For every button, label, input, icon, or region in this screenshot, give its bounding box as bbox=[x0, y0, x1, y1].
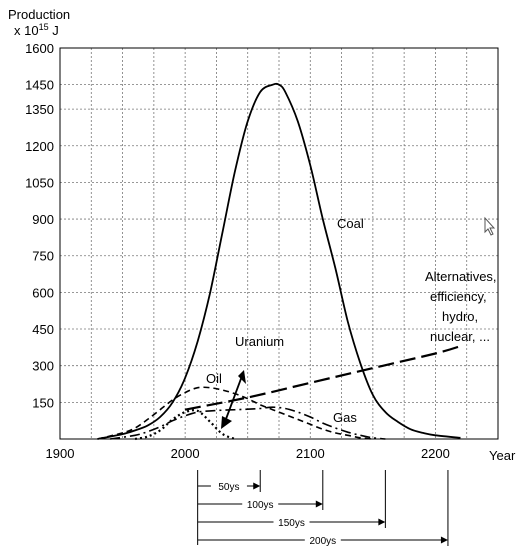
y-tick-label: 1200 bbox=[25, 139, 54, 154]
span-label: 150ys bbox=[278, 518, 305, 529]
span-label: 200ys bbox=[309, 536, 336, 547]
y-tick-label: 900 bbox=[32, 212, 54, 227]
y-axis-unit-exponent: 15 bbox=[39, 22, 49, 32]
span-label-bg bbox=[273, 514, 310, 528]
series-line-solid bbox=[97, 82, 461, 440]
span-arrowhead bbox=[378, 518, 386, 526]
span-label: 100ys bbox=[247, 500, 274, 511]
x-tick-labels: 1900 2000 2100 2200 bbox=[46, 446, 450, 461]
y-tick-label: 600 bbox=[32, 285, 54, 300]
y-tick-label: 150 bbox=[32, 395, 54, 410]
span-arrowhead bbox=[440, 536, 448, 544]
series-line-dashed bbox=[97, 386, 373, 440]
alternatives-label-line4: nuclear, ... bbox=[430, 329, 490, 344]
grid bbox=[60, 48, 498, 439]
y-tick-label: 1600 bbox=[25, 41, 54, 56]
span-arrowhead bbox=[253, 482, 261, 490]
x-tick-label: 1900 bbox=[46, 446, 75, 461]
span-label-bg bbox=[210, 478, 247, 492]
span-arrowhead bbox=[315, 500, 323, 508]
y-tick-label: 1350 bbox=[25, 102, 54, 117]
y-tick-label: 300 bbox=[32, 359, 54, 374]
alternatives-label-line3: hydro, bbox=[442, 309, 478, 324]
y-tick-label: 1450 bbox=[25, 78, 54, 93]
alternatives-label: Alternatives, efficiency, hydro, nuclear… bbox=[425, 269, 497, 344]
y-tick-label: 450 bbox=[32, 322, 54, 337]
series-line-longdash bbox=[184, 345, 461, 411]
x-tick-label: 2000 bbox=[171, 446, 200, 461]
gas-label: Gas bbox=[333, 410, 357, 425]
x-axis-label: Year bbox=[489, 448, 516, 463]
span-label-bg bbox=[304, 532, 341, 546]
x-tick-label: 2200 bbox=[421, 446, 450, 461]
cursor-icon bbox=[484, 216, 496, 236]
alternatives-label-line2: efficiency, bbox=[430, 289, 487, 304]
alternatives-label-line1: Alternatives, bbox=[425, 269, 497, 284]
time-spans: 50ys 100ys 150ys 200ys bbox=[197, 470, 449, 547]
plot-frame bbox=[59, 47, 499, 440]
y-tick-label: 750 bbox=[32, 249, 54, 264]
y-axis-unit-suffix: J bbox=[49, 23, 59, 38]
span-label: 50ys bbox=[218, 482, 239, 493]
y-axis-unit-prefix: x 10 bbox=[14, 23, 39, 38]
series-group bbox=[97, 82, 461, 441]
uranium-label: Uranium bbox=[235, 334, 284, 349]
series-line-dotted bbox=[134, 409, 236, 441]
uranium-pointer-arrowhead bbox=[221, 416, 232, 429]
series-line-dashdot bbox=[109, 406, 386, 440]
y-tick-label: 1050 bbox=[25, 175, 54, 190]
span-label-bg bbox=[242, 496, 279, 510]
y-axis-label-line2: x 1015 J bbox=[14, 22, 59, 38]
coal-label: Coal bbox=[337, 216, 364, 231]
y-axis-label-line1: Production bbox=[8, 7, 70, 22]
y-tick-labels: 150 300 450 600 750 900 1050 1200 1350 1450 1600 bbox=[25, 41, 54, 410]
oil-label: Oil bbox=[206, 371, 222, 386]
uranium-pointer bbox=[225, 375, 243, 420]
x-tick-label: 2100 bbox=[296, 446, 325, 461]
